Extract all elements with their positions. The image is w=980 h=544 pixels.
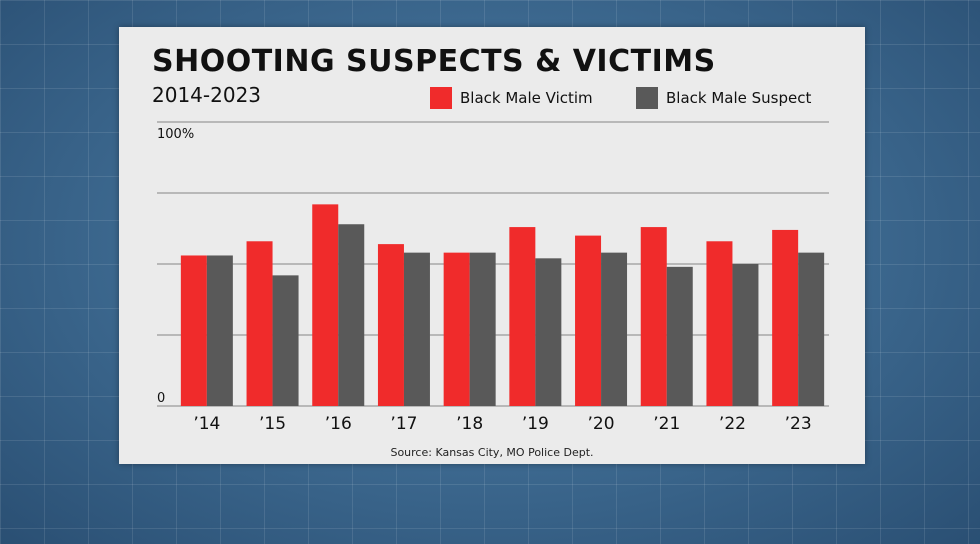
- x-tick-label: ’15: [259, 414, 286, 434]
- legend-item-victim: Black Male Victim: [430, 87, 593, 109]
- bar-victim: [772, 229, 799, 406]
- bar-victim: [706, 241, 733, 406]
- legend-label-suspect: Black Male Suspect: [666, 89, 812, 107]
- y-tick-label: 0: [157, 391, 165, 406]
- bar-suspect: [601, 252, 628, 406]
- bar-suspect: [535, 258, 562, 406]
- chart-panel: SHOOTING SUSPECTS & VICTIMS 2014-2023 Bl…: [119, 27, 865, 464]
- bar-victim: [575, 235, 602, 406]
- x-tick-label: ’14: [193, 414, 220, 434]
- bar-suspect: [732, 264, 759, 406]
- legend-label-victim: Black Male Victim: [460, 89, 593, 107]
- legend-item-suspect: Black Male Suspect: [636, 87, 811, 109]
- bar-victim: [377, 244, 404, 406]
- x-tick-label: ’16: [325, 414, 352, 434]
- bar-victim: [312, 204, 339, 406]
- chart-title: SHOOTING SUSPECTS & VICTIMS: [152, 44, 716, 79]
- bar-suspect: [469, 252, 496, 406]
- chart-subtitle: 2014-2023: [152, 83, 262, 107]
- x-tick-label: ’20: [588, 414, 615, 434]
- bar-suspect: [403, 252, 430, 406]
- x-tick-label: ’22: [719, 414, 746, 434]
- bar-victim: [180, 255, 207, 406]
- bar-victim: [246, 241, 273, 406]
- x-tick-label: ’23: [785, 414, 812, 434]
- bar-chart: 0 100% ’14 ’15 ’16 ’17 ’18 ’19 ’20 ’21 ’22 ’23: [157, 121, 829, 434]
- bar-suspect: [272, 275, 299, 406]
- x-tick-label: ’21: [653, 414, 680, 434]
- bar-suspect: [666, 266, 693, 406]
- source-note: Source: Kansas City, MO Police Dept.: [390, 446, 594, 459]
- y-tick-label: 100%: [157, 127, 194, 142]
- legend-swatch-suspect: [636, 87, 658, 109]
- bar-victim: [640, 227, 667, 406]
- bar-suspect: [798, 252, 825, 406]
- x-tick-label: ’18: [456, 414, 483, 434]
- bar-suspect: [338, 224, 365, 406]
- bar-suspect: [206, 255, 233, 406]
- bar-victim: [509, 227, 536, 406]
- x-tick-label: ’17: [390, 414, 417, 434]
- x-tick-label: ’19: [522, 414, 549, 434]
- bar-victim: [443, 252, 470, 406]
- legend-swatch-victim: [430, 87, 452, 109]
